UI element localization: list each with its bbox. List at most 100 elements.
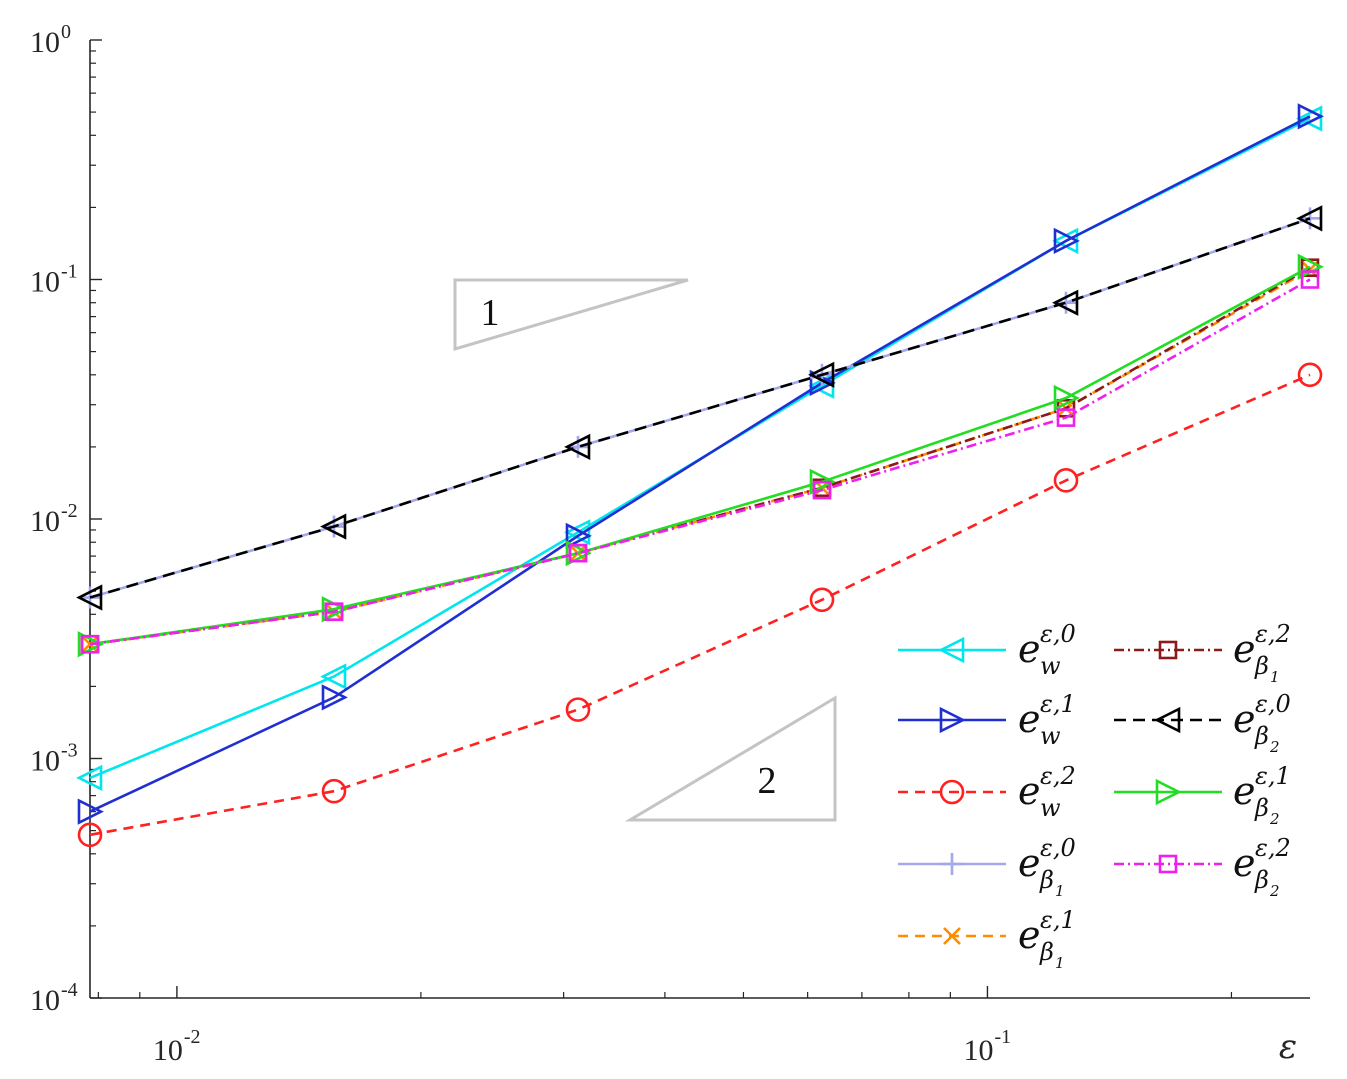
legend-label-superscript: ε,0: [1040, 834, 1076, 862]
series-point: [1297, 103, 1324, 130]
legend-swatch-marker: [1158, 854, 1178, 874]
x-tick-label: 10: [963, 1034, 993, 1067]
legend-label-base: e: [1018, 913, 1041, 957]
legend-swatch-marker: [1154, 706, 1181, 734]
legend-label-subscript: β: [1039, 866, 1054, 894]
series-point: [81, 635, 99, 654]
series-point: [77, 798, 104, 825]
series-layer: [76, 103, 1324, 848]
legend-entry-8: e ε,2 β 2: [1114, 834, 1291, 900]
series-point: [1056, 408, 1076, 427]
series-point: [565, 522, 592, 550]
x-tick-exponent: -2: [184, 1026, 201, 1048]
legend-swatch-marker: [1155, 778, 1182, 806]
y-tick-exponent: -4: [61, 979, 78, 1001]
series-point: [808, 361, 835, 388]
series-point: [565, 697, 591, 722]
x-tick-label: 10: [153, 1034, 183, 1067]
slope-triangle-2: [624, 695, 837, 822]
series-point: [809, 468, 836, 495]
legend-label-superscript: ε,1: [1040, 906, 1076, 934]
legend-entry-3: e ε,0 β 1: [898, 834, 1076, 900]
series-8: [80, 270, 1320, 654]
legend-label-subsubscript: 2: [1269, 810, 1280, 828]
legend-label-base: e: [1233, 769, 1256, 813]
series-point: [809, 587, 835, 613]
legend-label-superscript: ε,0: [1255, 690, 1291, 718]
series-7: [77, 253, 1324, 658]
legend-label-subsubscript: 2: [1269, 738, 1280, 756]
series-point: [1300, 270, 1320, 289]
y-tick-exponent: -2: [61, 500, 78, 522]
legend-label-subscript: w: [1040, 652, 1061, 680]
axes: [89, 39, 1310, 999]
series-point: [1296, 105, 1323, 132]
series-line: [89, 117, 1311, 780]
legend-label-subscript: w: [1040, 794, 1061, 822]
series-line: [89, 278, 1311, 646]
series-point: [565, 540, 592, 567]
legend-label-base: e: [1018, 769, 1041, 813]
legend-label-superscript: ε,2: [1040, 762, 1076, 790]
series-line: [89, 217, 1311, 599]
series-point: [1053, 384, 1080, 412]
y-tick-label: 10: [30, 505, 60, 538]
slope-triangle-2-label: 2: [758, 760, 777, 802]
legend-label-subscript: β: [1039, 938, 1054, 966]
series-point: [77, 822, 103, 848]
series-line: [89, 266, 1311, 646]
y-tick-exponent: -1: [61, 261, 78, 283]
legend-label-subscript: β: [1254, 866, 1269, 894]
legend-label-subsubscript: 1: [1270, 668, 1280, 686]
legend-label-superscript: ε,1: [1040, 690, 1076, 718]
slope-triangles: 12: [453, 278, 837, 822]
series-point: [321, 684, 348, 711]
legend-entry-5: e ε,2 β 1: [1114, 620, 1291, 686]
legend-label-superscript: ε,2: [1255, 834, 1291, 862]
series-point: [567, 435, 589, 458]
series-point: [76, 764, 103, 791]
y-tick-exponent: 0: [61, 21, 71, 43]
legend-label-base: e: [1233, 841, 1256, 885]
series-point: [1052, 289, 1079, 316]
series-point: [1055, 291, 1077, 314]
series-line: [89, 217, 1311, 599]
x-axis-label: ε: [1279, 1027, 1297, 1067]
legend-label-superscript: ε,0: [1040, 620, 1076, 648]
legend-label-base: e: [1018, 697, 1041, 741]
slope-triangle-1-label: 1: [481, 292, 500, 334]
series-point: [80, 634, 100, 654]
x-tick-labels: 10 -2 10 -1: [153, 1026, 1011, 1067]
y-tick-label: 10: [30, 26, 60, 59]
legend-label-subscript: β: [1254, 722, 1269, 750]
slope-triangle-1: [453, 278, 689, 352]
series-point: [564, 433, 591, 461]
series-2: [77, 362, 1323, 848]
series-point: [77, 631, 104, 658]
series-6: [76, 205, 1323, 611]
y-tick-exponent: -3: [61, 740, 78, 762]
y-tick-label: 10: [30, 266, 60, 299]
series-line: [89, 373, 1311, 837]
x-tick-exponent: -1: [994, 1026, 1011, 1048]
legend-label-subscript: β: [1254, 794, 1269, 822]
series-point: [564, 519, 591, 546]
series-point: [1053, 227, 1080, 254]
legend-swatch-marker: [939, 706, 966, 734]
legend: e ε,0we ε,1we ε,2we ε,0β 1e ε,1β 1e ε,2β 1e ε,0β 2e…: [898, 620, 1291, 972]
legend-entry-1: e ε,1 w: [898, 690, 1076, 750]
series-point: [321, 778, 347, 804]
legend-label-base: e: [1018, 627, 1041, 671]
legend-label-base: e: [1233, 627, 1256, 671]
legend-label-base: e: [1233, 697, 1256, 741]
series-4: [81, 260, 1319, 654]
legend-swatch-marker: [939, 779, 965, 805]
series-point: [324, 602, 344, 622]
series-5: [80, 258, 1320, 654]
legend-swatch-marker: [943, 927, 961, 945]
series-3: [79, 207, 1321, 609]
series-1: [77, 103, 1324, 825]
legend-label-subscript: β: [1254, 652, 1269, 680]
series-point: [320, 663, 347, 690]
legend-entry-6: e ε,0 β 2: [1114, 690, 1291, 756]
